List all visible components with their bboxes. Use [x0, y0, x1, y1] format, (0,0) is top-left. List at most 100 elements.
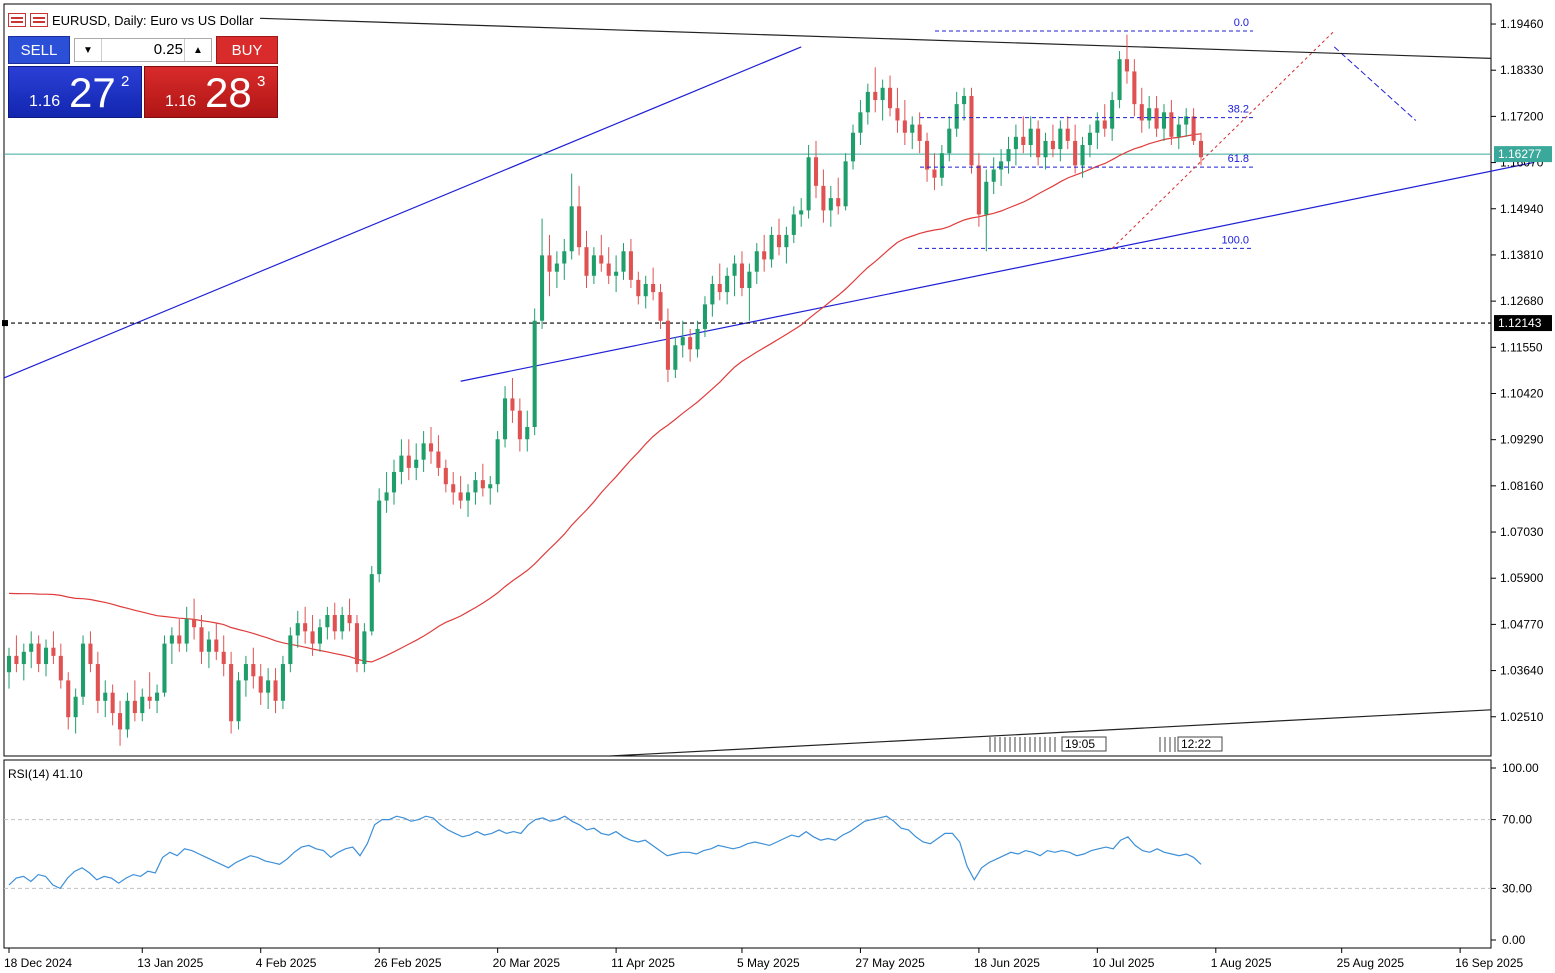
bull-candle — [702, 304, 707, 329]
bear-candle — [451, 484, 456, 493]
time-tick-label: 20 Mar 2025 — [493, 956, 561, 970]
current-price-label: 1.16277 — [1498, 147, 1542, 161]
price-tick-label: 1.17200 — [1500, 109, 1544, 123]
horizontal-level-price-box — [1494, 315, 1552, 332]
bull-candle — [236, 680, 241, 722]
bull-candle — [162, 643, 167, 693]
bear-candle — [888, 87, 893, 109]
fib-level-label: 61.8 — [1228, 153, 1249, 165]
bull-candle — [858, 112, 863, 133]
buy-price-fraction: 3 — [257, 73, 266, 90]
lot-size-input[interactable]: ▼ 0.25 ▲ — [74, 38, 212, 62]
lot-increase-icon[interactable]: ▲ — [184, 39, 211, 61]
bull-candle — [1147, 108, 1152, 121]
time-tick-label: 5 May 2025 — [737, 956, 800, 970]
bull-candle — [103, 692, 108, 701]
sell-price-prefix: 1.16 — [29, 93, 61, 110]
bull-candle — [1095, 120, 1100, 133]
main-pane[interactable] — [3, 3, 1492, 757]
time-axis[interactable]: 18 Dec 2024 13 Jan 2025 4 Feb 2025 26 Feb 2… — [4, 948, 1555, 970]
price-tick-label: 1.12680 — [1500, 294, 1544, 308]
resistance-trend-line[interactable] — [259, 17, 1492, 59]
bull-candle — [421, 443, 426, 460]
bull-candle — [910, 124, 915, 133]
bull-candle — [1161, 112, 1167, 129]
bull-candle — [643, 283, 648, 297]
bull-candle — [1184, 116, 1189, 125]
fib-level-label: 100.0 — [1221, 234, 1249, 246]
bull-candle — [169, 635, 174, 644]
bull-candle — [155, 692, 160, 701]
bear-candle — [873, 91, 878, 101]
bull-candle — [488, 484, 493, 489]
price-tick-label: 1.04770 — [1500, 617, 1544, 631]
bull-candle — [243, 664, 248, 681]
drawings-layer[interactable] — [2, 17, 1535, 757]
bull-candle — [673, 345, 678, 370]
bear-candle — [458, 492, 463, 501]
bull-candle — [843, 161, 848, 207]
price-tick-label: 1.13810 — [1500, 248, 1544, 262]
bull-candle — [562, 251, 567, 264]
bear-candle — [110, 692, 115, 714]
time-markers[interactable]: 19:05 12:22 — [989, 736, 1223, 752]
bear-candle — [1139, 104, 1144, 121]
lot-decrease-icon[interactable]: ▼ — [75, 39, 102, 61]
upper-channel-line[interactable] — [3, 46, 802, 379]
bear-candle — [406, 455, 411, 468]
bear-candle — [547, 255, 552, 272]
bull-candle — [754, 251, 759, 272]
sell-button[interactable]: SELL — [8, 36, 70, 64]
bull-candle — [1080, 145, 1085, 166]
bull-candle — [140, 696, 145, 714]
bear-candle — [895, 108, 900, 121]
bear-candle — [836, 198, 841, 207]
short-downtrend-line[interactable] — [1333, 46, 1417, 121]
bull-candle — [1028, 128, 1033, 145]
bear-candle — [976, 165, 981, 215]
bear-candle — [776, 234, 782, 248]
bull-candle — [947, 128, 952, 154]
bull-candle — [81, 643, 86, 697]
bear-candle — [192, 619, 197, 628]
buy-button[interactable]: BUY — [216, 36, 278, 64]
lower-channel-line[interactable] — [460, 161, 1535, 382]
rsi-pane[interactable] — [3, 759, 1492, 949]
bull-candle — [540, 255, 545, 321]
bear-candle — [584, 247, 589, 276]
bear-candle — [177, 635, 182, 644]
time-marker-box[interactable] — [1061, 736, 1107, 752]
bull-candle — [369, 574, 374, 632]
buy-price-button[interactable]: 1.16 28 3 — [144, 66, 278, 118]
rsi-label: RSI(14) 41.10 — [8, 767, 83, 781]
bull-candle — [1176, 124, 1181, 137]
support-trend-line[interactable] — [609, 709, 1492, 757]
bull-candle — [695, 328, 700, 350]
bear-candle — [229, 664, 234, 722]
price-tick-label: 1.14940 — [1500, 202, 1544, 216]
fib-trend-line[interactable] — [1111, 30, 1335, 249]
bull-candle — [29, 643, 34, 652]
bull-candle — [680, 337, 685, 346]
bear-candle — [688, 337, 693, 350]
time-marker-label: 12:22 — [1181, 737, 1211, 751]
time-marker-box[interactable] — [1177, 736, 1223, 752]
lot-size-value[interactable]: 0.25 — [153, 41, 183, 58]
bear-candle — [88, 643, 93, 665]
fib-level-label: 0.0 — [1234, 17, 1249, 29]
bull-candle — [1087, 132, 1092, 145]
horizontal-level-handle[interactable] — [2, 320, 8, 327]
price-axis[interactable]: 1.194601.183301.172001.160701.149401.138… — [1491, 17, 1552, 724]
bull-candle — [21, 651, 26, 665]
price-tick-label: 1.08160 — [1500, 479, 1544, 493]
bear-candle — [1169, 112, 1174, 137]
bull-candle — [495, 439, 500, 485]
bear-candle — [36, 643, 41, 665]
bear-candle — [347, 615, 352, 624]
bear-candle — [969, 95, 974, 166]
bear-candle — [636, 279, 641, 297]
bear-candle — [14, 655, 19, 665]
fibonacci-layer[interactable]: 0.0 38.2 61.8 100.0 — [918, 17, 1335, 249]
bull-candle — [399, 455, 404, 472]
sell-price-button[interactable]: 1.16 27 2 — [8, 66, 142, 118]
